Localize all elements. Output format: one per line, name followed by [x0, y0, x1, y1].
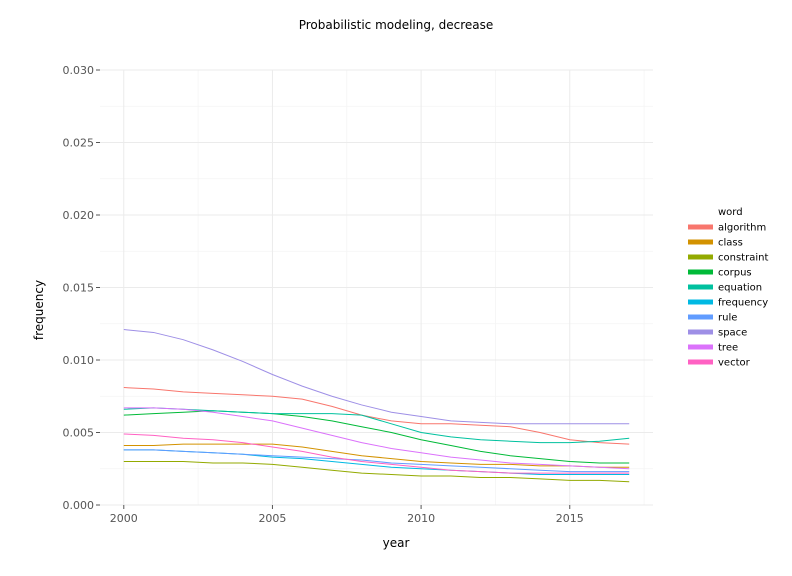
y-tick-label: 0.005 — [63, 427, 95, 440]
y-tick-label: 0.000 — [63, 499, 95, 512]
series-line-vector — [123, 433, 630, 474]
x-axis-title: year — [383, 536, 410, 550]
legend-label-vector: vector — [718, 358, 751, 369]
y-tick-label: 0.030 — [63, 64, 95, 77]
series-line-rule — [123, 449, 630, 473]
x-tick-label: 2010 — [407, 512, 435, 525]
legend-key-vector — [688, 359, 713, 365]
legend-label-equation: equation — [718, 283, 762, 294]
legend-label-rule: rule — [718, 313, 737, 324]
series-line-constraint — [123, 461, 630, 483]
legend-key-space — [688, 329, 713, 335]
chart-title: Probabilistic modeling, decrease — [299, 18, 494, 32]
legend-key-equation — [688, 284, 713, 290]
x-tick-label: 2000 — [110, 512, 138, 525]
legend-key-tree — [688, 344, 713, 350]
legend-title: word — [718, 207, 743, 218]
series-line-class — [123, 443, 630, 468]
series-line-algorithm — [123, 387, 630, 445]
y-tick-label: 0.025 — [63, 137, 95, 150]
x-tick-label: 2015 — [556, 512, 584, 525]
series-line-corpus — [123, 410, 630, 464]
legend-label-class: class — [718, 238, 743, 249]
y-tick-label: 0.020 — [63, 209, 95, 222]
legend-key-frequency — [688, 299, 713, 305]
legend: word algorithm class constraint corpus equat… — [688, 207, 768, 369]
x-tick-label: 2005 — [258, 512, 286, 525]
series-line-space — [123, 329, 630, 425]
axes: 0.000 0.005 0.010 0.015 0.020 0.025 0.030 2000 2… — [63, 64, 584, 525]
y-axis-title: frequency — [32, 280, 46, 340]
y-tick-label: 0.015 — [63, 282, 95, 295]
series-line-equation — [123, 407, 630, 444]
y-tick-label: 0.010 — [63, 354, 95, 367]
legend-label-space: space — [718, 328, 747, 339]
legend-key-class — [688, 239, 713, 245]
legend-key-corpus — [688, 269, 713, 275]
legend-label-frequency: frequency — [718, 298, 768, 309]
legend-label-corpus: corpus — [718, 268, 752, 279]
legend-label-algorithm: algorithm — [718, 223, 766, 234]
legend-label-constraint: constraint — [718, 253, 768, 264]
series-line-tree — [123, 407, 630, 470]
legend-key-constraint — [688, 254, 713, 260]
legend-label-tree: tree — [718, 343, 738, 354]
series-lines — [123, 329, 630, 483]
legend-key-algorithm — [688, 224, 713, 230]
legend-key-rule — [688, 314, 713, 320]
